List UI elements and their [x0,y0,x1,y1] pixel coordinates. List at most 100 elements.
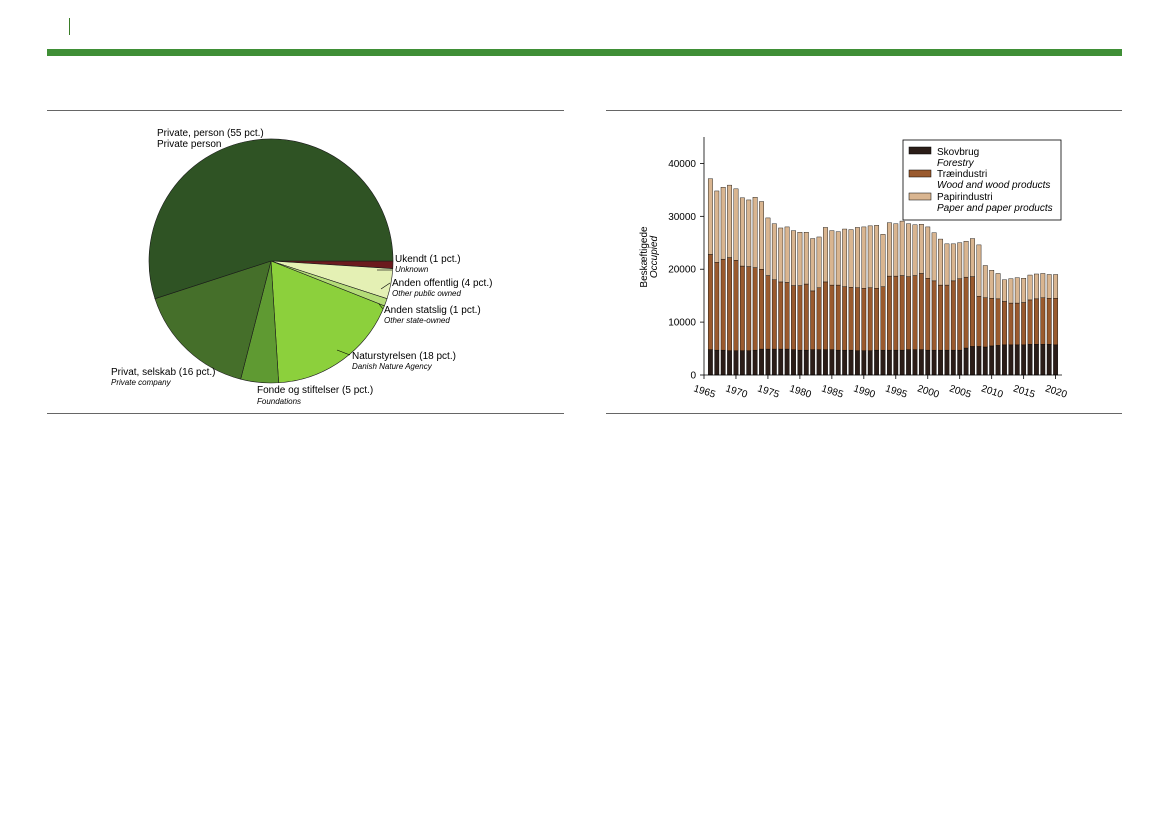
bar-segment-2007-2 [970,276,975,347]
x-tick-label-1990: 1990 [852,383,877,400]
pie-label-foundations: Fonde og stiftelser (5 pct.) [257,385,373,396]
bar-segment-2019-2 [1046,298,1052,345]
bar-segment-1978-1 [784,348,790,376]
left-panel-top-rule [47,110,564,111]
bar-segment-1988-1 [848,349,854,376]
bar-segment-1975-1 [765,348,771,376]
bar-segment-2005-3 [957,242,963,279]
legend-swatch-paper [908,192,932,201]
bar-segment-1983-3 [816,236,822,288]
bar-segment-1976-3 [771,223,777,280]
bar-segment-1993-1 [880,349,886,376]
bar-segment-1969-3 [727,184,732,258]
legend-swatch-forestry [908,146,932,155]
bar-segment-1972-1 [746,350,752,376]
pie-slice-4 [270,260,385,384]
bar-segment-1983-1 [816,349,822,376]
bar-segment-1977-3 [778,227,784,283]
bar-segment-2001-1 [931,349,937,376]
bar-segment-2015-3 [1021,278,1027,303]
bar-segment-1990-2 [861,288,867,351]
bar-segment-1998-1 [912,349,918,376]
bar-segment-2011-1 [995,345,1001,376]
bar-segment-1976-2 [771,279,777,350]
bar-segment-2012-2 [1002,301,1007,346]
bar-segment-2010-3 [989,270,995,299]
bar-segment-1970-1 [733,350,739,376]
bar-segment-2001-2 [931,280,937,351]
bar-segment-1984-2 [823,281,828,350]
bar-segment-2002-3 [938,238,943,286]
bar-segment-1994-1 [886,349,892,376]
bar-segment-1995-1 [893,349,899,376]
x-tick-label-1970: 1970 [724,383,749,400]
y-axis-label-en: Occupied [649,235,660,278]
bar-segment-1983-2 [816,287,822,350]
bar-segment-1972-2 [746,266,752,351]
bar-segment-2006-1 [963,347,969,376]
bar-segment-1967-3 [714,190,720,263]
bar-segment-1999-3 [918,224,924,274]
bar-segment-1980-3 [797,231,803,286]
bar-segment-1992-1 [874,349,880,376]
bar-segment-2007-1 [970,346,975,376]
bar-segment-2015-1 [1021,344,1027,376]
bar-segment-2004-3 [950,243,956,282]
bar-segment-1971-3 [739,197,745,267]
bar-segment-1988-2 [848,286,854,351]
bar-segment-2002-2 [938,284,943,351]
bar-segment-2000-1 [925,349,931,376]
bar-segment-2006-3 [963,240,969,278]
bar-segment-1970-3 [733,188,739,261]
page-marker [69,18,70,35]
bar-segment-1967-1 [714,349,720,376]
employment-bar-chart: 0 10000 20000 30000 40000 1965 1970 1975 1980 198… [639,137,1069,401]
pie-leader-line-2 [380,282,391,290]
pie-slice-7 [148,138,394,300]
bar-segment-1974-3 [759,201,764,270]
pie-sublabel-other-state: Other state-owned [384,316,450,325]
bar-segment-1996-3 [899,220,905,276]
pie-label-private-company: Privat, selskab (16 pct.) [111,367,215,378]
bar-segment-2009-3 [982,265,988,298]
bar-segment-1978-2 [784,282,790,350]
bar-segment-1989-3 [855,227,860,288]
bar-segment-1990-3 [861,226,867,289]
legend-swatch-wood [908,169,932,178]
bar-segment-1999-1 [918,349,924,376]
bar-segment-1975-3 [765,217,771,276]
x-tick-label-2015: 2015 [1012,383,1037,400]
pie-sublabel-foundations: Foundations [257,397,301,406]
bar-segment-1973-2 [752,267,758,351]
bar-segment-1997-2 [906,276,911,350]
bar-segment-2010-1 [989,345,995,376]
pie-leader-line-3 [378,303,384,310]
bar-segment-1971-1 [739,350,745,376]
header-accent-bar [47,49,1122,56]
y-tick-label-30000: 30000 [668,212,696,223]
pie-sublabel-nature-agency: Danish Nature Agency [352,362,433,371]
bar-segment-1973-3 [752,197,758,268]
bar-segment-1985-1 [829,349,835,376]
y-axis-label: Beskæftigede [639,226,650,288]
bar-segment-2020-1 [1053,344,1059,376]
bar-segment-1985-3 [829,230,835,286]
bar-segment-1975-2 [765,275,771,350]
bar-segment-2008-1 [976,346,982,376]
bar-segment-2006-2 [963,276,969,349]
bar-segment-1966-3 [707,178,713,255]
x-tick-label-2000: 2000 [916,383,941,400]
bar-segment-2005-1 [957,349,963,376]
bar-segment-1969-2 [727,257,732,351]
pie-sublabel-other-public: Other public owned [392,289,461,298]
bar-segment-2020-2 [1053,298,1059,346]
bar-segment-1982-3 [810,238,816,292]
x-tick-label-1995: 1995 [884,383,909,400]
pie-leader-line-4 [336,349,351,356]
bar-segment-1997-3 [906,223,911,277]
bar-segment-1977-1 [778,348,784,376]
pie-slice-6 [154,260,272,380]
bar-segment-1973-1 [752,349,758,376]
bar-segment-2003-1 [944,349,950,376]
bar-segment-1967-2 [714,262,720,351]
